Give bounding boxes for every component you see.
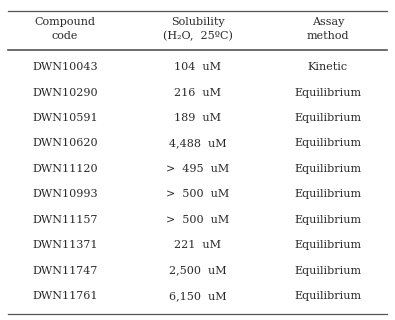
Text: DWN10290: DWN10290 (32, 88, 98, 98)
Text: DWN10620: DWN10620 (32, 139, 98, 148)
Text: Equilibrium: Equilibrium (294, 189, 361, 199)
Text: Equilibrium: Equilibrium (294, 291, 361, 301)
Text: DWN11371: DWN11371 (32, 240, 98, 250)
Text: Assay: Assay (312, 17, 344, 28)
Text: Equilibrium: Equilibrium (294, 139, 361, 148)
Text: Compound: Compound (35, 17, 96, 28)
Text: >  500  uM: > 500 uM (166, 215, 229, 225)
Text: Kinetic: Kinetic (308, 62, 348, 72)
Text: (H₂O,  25ºC): (H₂O, 25ºC) (163, 31, 232, 42)
Text: DWN11747: DWN11747 (32, 266, 98, 276)
Text: >  495  uM: > 495 uM (166, 164, 229, 174)
Text: DWN11120: DWN11120 (32, 164, 98, 174)
Text: Equilibrium: Equilibrium (294, 215, 361, 225)
Text: method: method (307, 31, 349, 42)
Text: 189  uM: 189 uM (174, 113, 221, 123)
Text: Equilibrium: Equilibrium (294, 266, 361, 276)
Text: DWN11157: DWN11157 (32, 215, 98, 225)
Text: Solubility: Solubility (171, 17, 224, 28)
Text: 104  uM: 104 uM (174, 62, 221, 72)
Text: Equilibrium: Equilibrium (294, 113, 361, 123)
Text: 216  uM: 216 uM (174, 88, 221, 98)
Text: Equilibrium: Equilibrium (294, 240, 361, 250)
Text: Equilibrium: Equilibrium (294, 88, 361, 98)
Text: DWN11761: DWN11761 (32, 291, 98, 301)
Text: 6,150  uM: 6,150 uM (169, 291, 226, 301)
Text: 4,488  uM: 4,488 uM (169, 139, 226, 148)
Text: DWN10993: DWN10993 (32, 189, 98, 199)
Text: Equilibrium: Equilibrium (294, 164, 361, 174)
Text: DWN10591: DWN10591 (32, 113, 98, 123)
Text: 221  uM: 221 uM (174, 240, 221, 250)
Text: DWN10043: DWN10043 (32, 62, 98, 72)
Text: 2,500  uM: 2,500 uM (169, 266, 226, 276)
Text: >  500  uM: > 500 uM (166, 189, 229, 199)
Text: code: code (52, 31, 78, 42)
